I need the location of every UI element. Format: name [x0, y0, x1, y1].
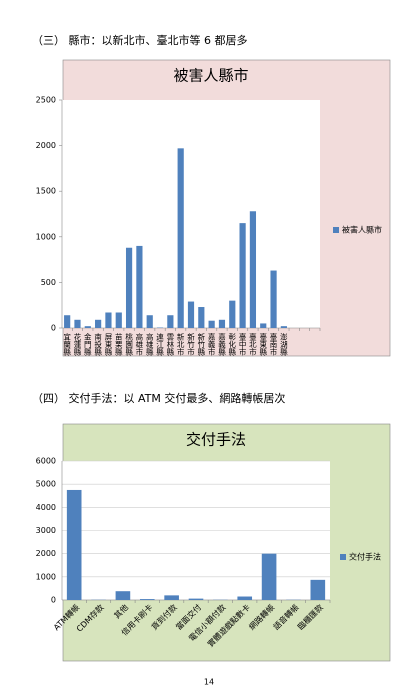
- legend-swatch: [333, 227, 339, 233]
- x-tick-label: 新竹縣: [197, 332, 206, 356]
- x-tick-label: 南投縣: [93, 332, 102, 356]
- chart-title: 被害人縣市: [173, 67, 248, 85]
- page-number: 14: [204, 678, 214, 687]
- x-tick-label: 金門縣: [83, 332, 92, 356]
- chart-title: 交付手法: [186, 431, 246, 449]
- bar: [280, 326, 287, 328]
- x-tick-label: 臺南市: [269, 332, 278, 357]
- x-tick-label: 苗栗縣: [114, 333, 123, 356]
- y-tick-label: 1500: [36, 187, 56, 196]
- bar: [187, 301, 195, 328]
- bar: [237, 596, 253, 600]
- x-tick-label: 新北市: [176, 332, 185, 357]
- y-tick-label: 2000: [36, 549, 56, 558]
- bar: [270, 270, 277, 328]
- x-tick-label: 屏東縣: [104, 333, 113, 356]
- y-tick-label: 1000: [36, 572, 56, 581]
- bar: [229, 300, 236, 328]
- x-tick-label: 澎湖縣: [279, 332, 288, 356]
- legend-label: 交付手法: [349, 552, 381, 562]
- x-tick-label: 彰化縣: [228, 332, 237, 356]
- y-tick-label: 5000: [36, 480, 56, 489]
- bar: [125, 247, 133, 328]
- x-tick-label: 高雄市: [135, 332, 144, 357]
- legend-swatch: [340, 554, 346, 560]
- bar: [74, 319, 81, 328]
- bar: [260, 323, 267, 328]
- bar: [115, 312, 122, 328]
- bar: [167, 315, 174, 328]
- bar: [208, 320, 215, 328]
- x-tick-label: 花蓮縣: [73, 332, 82, 356]
- x-tick-label: 臺北市: [248, 332, 257, 357]
- bar: [64, 315, 71, 328]
- bar: [95, 319, 102, 328]
- heading: （四） 交付手法：以 ATM 交付最多、網路轉帳居次: [32, 391, 285, 405]
- bar: [139, 599, 155, 600]
- bar: [177, 148, 184, 328]
- bar: [164, 595, 179, 600]
- bar: [249, 211, 257, 328]
- x-tick-label: 連江縣: [155, 332, 164, 356]
- x-tick-label: 新竹市: [186, 332, 195, 357]
- heading: （三） 縣市：以新北市、臺北市等 6 都居多: [32, 33, 248, 47]
- bar: [261, 553, 277, 600]
- bar: [105, 312, 112, 328]
- x-tick-label: 高雄縣: [145, 332, 154, 356]
- x-tick-label: 嘉義市: [207, 332, 216, 357]
- bar: [198, 307, 205, 328]
- legend-label: 被害人縣市: [342, 225, 382, 235]
- bar: [310, 579, 326, 600]
- x-tick-label: 臺中市: [238, 332, 247, 357]
- bar: [146, 315, 153, 328]
- y-tick-label: 3000: [36, 526, 56, 535]
- y-tick-label: 1000: [36, 232, 56, 241]
- bar: [84, 326, 91, 328]
- y-tick-label: 2000: [36, 141, 56, 150]
- x-tick-label: 嘉義縣: [217, 332, 226, 356]
- bar: [239, 223, 246, 328]
- bar: [188, 598, 204, 600]
- y-tick-label: 6000: [36, 457, 56, 466]
- y-tick-label: 2500: [36, 96, 56, 105]
- x-tick-label: 宜蘭縣: [62, 332, 71, 356]
- x-tick-label: 雲林縣: [166, 333, 175, 356]
- plot-area: [62, 100, 320, 328]
- x-tick-label: 桃園縣: [124, 332, 133, 356]
- bar: [218, 319, 226, 328]
- x-tick-label: 臺東縣: [258, 332, 267, 356]
- bar: [136, 245, 143, 328]
- y-tick-label: 500: [41, 278, 56, 287]
- y-tick-label: 0: [51, 596, 56, 605]
- y-tick-label: 4000: [36, 503, 56, 512]
- bar: [66, 489, 82, 600]
- y-tick-label: 0: [51, 324, 56, 333]
- bar: [115, 591, 131, 600]
